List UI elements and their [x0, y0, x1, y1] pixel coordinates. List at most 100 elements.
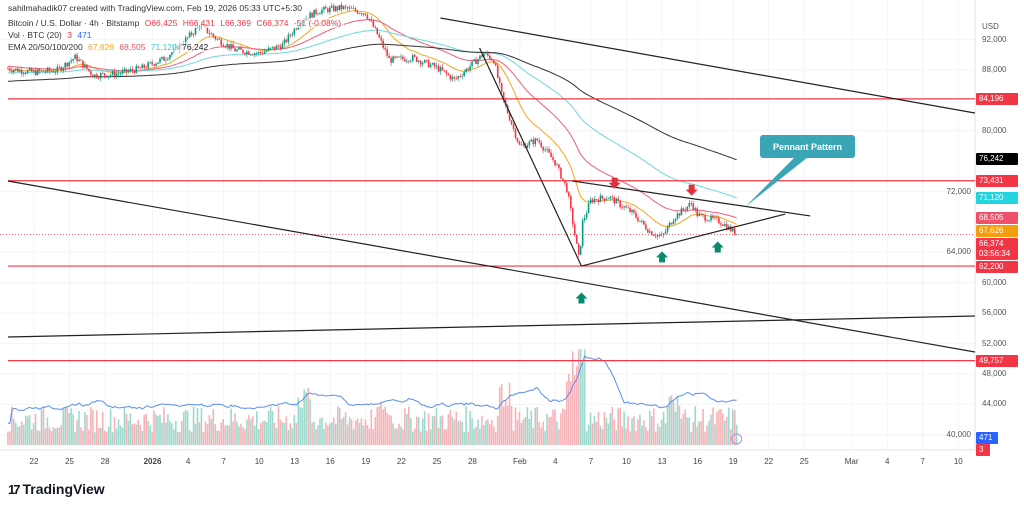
volume-bar: [269, 406, 272, 445]
volume-bar: [398, 423, 400, 445]
volume-bar: [348, 416, 351, 445]
volume-bar: [380, 401, 383, 445]
price-tick-label: 64,000: [944, 247, 973, 258]
volume-bar: [520, 422, 523, 445]
candle-body: [674, 218, 677, 222]
candle-body: [333, 5, 335, 11]
volume-bar: [510, 406, 513, 445]
candle-body: [169, 54, 171, 59]
volume-bar: [518, 411, 521, 445]
candle-body: [700, 213, 702, 215]
volume-bar: [619, 407, 621, 445]
candle-body: [498, 77, 501, 83]
volume-bar: [26, 416, 29, 445]
volume-bar: [92, 409, 94, 445]
volume-bar: [660, 419, 663, 445]
volume-bar: [62, 407, 65, 445]
volume-bar: [573, 375, 576, 445]
volume-bar: [11, 406, 13, 445]
candle-body: [664, 231, 667, 234]
volume-bar: [20, 421, 23, 445]
price-tick-label: 80,000: [982, 125, 1007, 135]
candle-body: [287, 34, 290, 42]
volume-bar: [678, 405, 681, 445]
candle-body: [88, 68, 90, 71]
candle-body: [392, 56, 394, 63]
volume-bar: [550, 416, 552, 445]
volume-bar: [404, 408, 406, 445]
volume-bar: [603, 412, 606, 445]
candle-body: [20, 69, 23, 74]
candle-body: [238, 47, 240, 50]
volume-bar: [228, 425, 230, 445]
volume-bar: [28, 415, 31, 445]
candle-body: [463, 72, 465, 76]
volume-bar: [182, 411, 185, 445]
candle-body: [15, 68, 17, 70]
candle-body: [583, 217, 586, 221]
volume-bar: [694, 406, 697, 445]
symbol-name[interactable]: Bitcoin / U.S. Dollar · 4h · Bitstamp: [8, 18, 140, 28]
volume-label[interactable]: Vol · BTC (20): [8, 30, 62, 40]
candle-body: [481, 55, 483, 57]
volume-bar: [733, 409, 736, 445]
volume-bar: [506, 405, 509, 445]
volume-bar: [94, 432, 96, 445]
volume-value-a: 3: [67, 30, 72, 40]
volume-bar: [481, 415, 483, 445]
candle-body: [423, 60, 426, 63]
volume-bar: [24, 415, 27, 445]
candle-body: [338, 4, 341, 10]
tradingview-logo[interactable]: 17 TradingView: [8, 481, 105, 497]
candle-body: [625, 206, 627, 208]
candle-body: [538, 140, 541, 143]
volume-bar: [479, 428, 481, 445]
volume-bar: [475, 426, 477, 445]
candle-body: [68, 62, 70, 67]
candle-body: [82, 60, 84, 68]
candle-body: [254, 53, 256, 56]
volume-bar: [226, 425, 228, 445]
candle-body: [38, 69, 41, 72]
ema-label[interactable]: EMA 20/50/100/200: [8, 42, 83, 52]
volume-bar: [696, 426, 699, 445]
candle-body: [404, 59, 406, 62]
candle-body: [257, 52, 260, 54]
volume-bar: [70, 408, 72, 445]
volume-bar: [358, 422, 361, 445]
volume-bar: [34, 413, 37, 445]
volume-bar: [212, 409, 215, 445]
volume-bar: [263, 420, 266, 445]
volume-bar: [309, 399, 311, 445]
candle-body: [171, 52, 173, 55]
candle-body: [526, 145, 529, 148]
price-badge: 67,626: [976, 225, 1018, 238]
candle-body: [86, 64, 88, 69]
price-badge: 49,757: [976, 354, 1018, 367]
candle-body: [115, 73, 118, 77]
candle-body: [552, 157, 554, 160]
candle-body: [360, 13, 363, 15]
volume-bar: [417, 417, 420, 445]
volume-bar: [538, 421, 541, 445]
candle-body: [321, 9, 323, 14]
candle-body: [380, 37, 383, 41]
volume-bar: [7, 431, 9, 445]
volume-legend: Vol · BTC (20) 3 471: [8, 30, 95, 40]
candle-body: [702, 214, 704, 216]
volume-bar: [303, 389, 305, 445]
time-tick-label: 4: [185, 457, 191, 466]
candle-body: [109, 74, 112, 76]
candle-body: [161, 56, 163, 59]
candle-body: [92, 74, 94, 78]
candle-body: [285, 39, 288, 42]
volume-bar: [74, 431, 76, 445]
volume-bar: [364, 419, 367, 445]
volume-bar: [149, 425, 151, 445]
candle-body: [635, 212, 637, 218]
volume-bar: [175, 420, 177, 445]
volume-bar: [702, 409, 704, 445]
candle-body: [139, 67, 142, 69]
volume-bar: [248, 414, 250, 445]
